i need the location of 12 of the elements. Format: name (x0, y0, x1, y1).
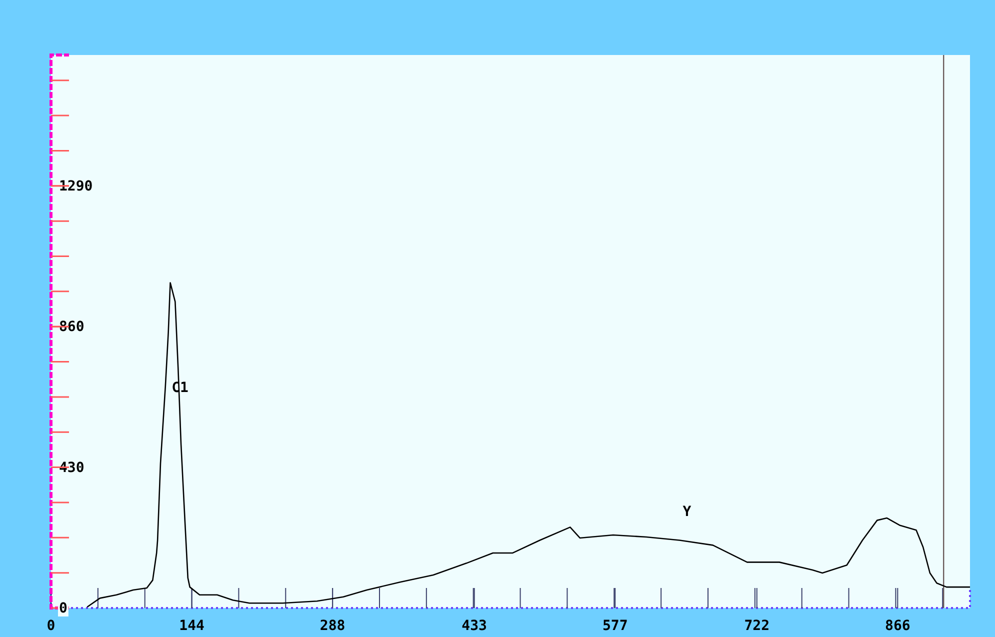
x-tick-label: 0 (46, 618, 56, 634)
y-tick-label: 430 (59, 460, 84, 476)
x-tick-label: 144 (179, 618, 204, 634)
x-tick-label: 433 (462, 618, 487, 634)
y-tick-label: 1290 (59, 178, 93, 194)
y-tick-label: 860 (59, 319, 84, 336)
y-tick-label: 0 (59, 600, 68, 616)
x-tick-label: 577 (602, 618, 628, 634)
x-tick-label: 288 (320, 618, 346, 634)
x-tick-label: 866 (885, 618, 910, 634)
annotation: Y (682, 504, 692, 520)
x-tick-label: 722 (744, 618, 770, 634)
